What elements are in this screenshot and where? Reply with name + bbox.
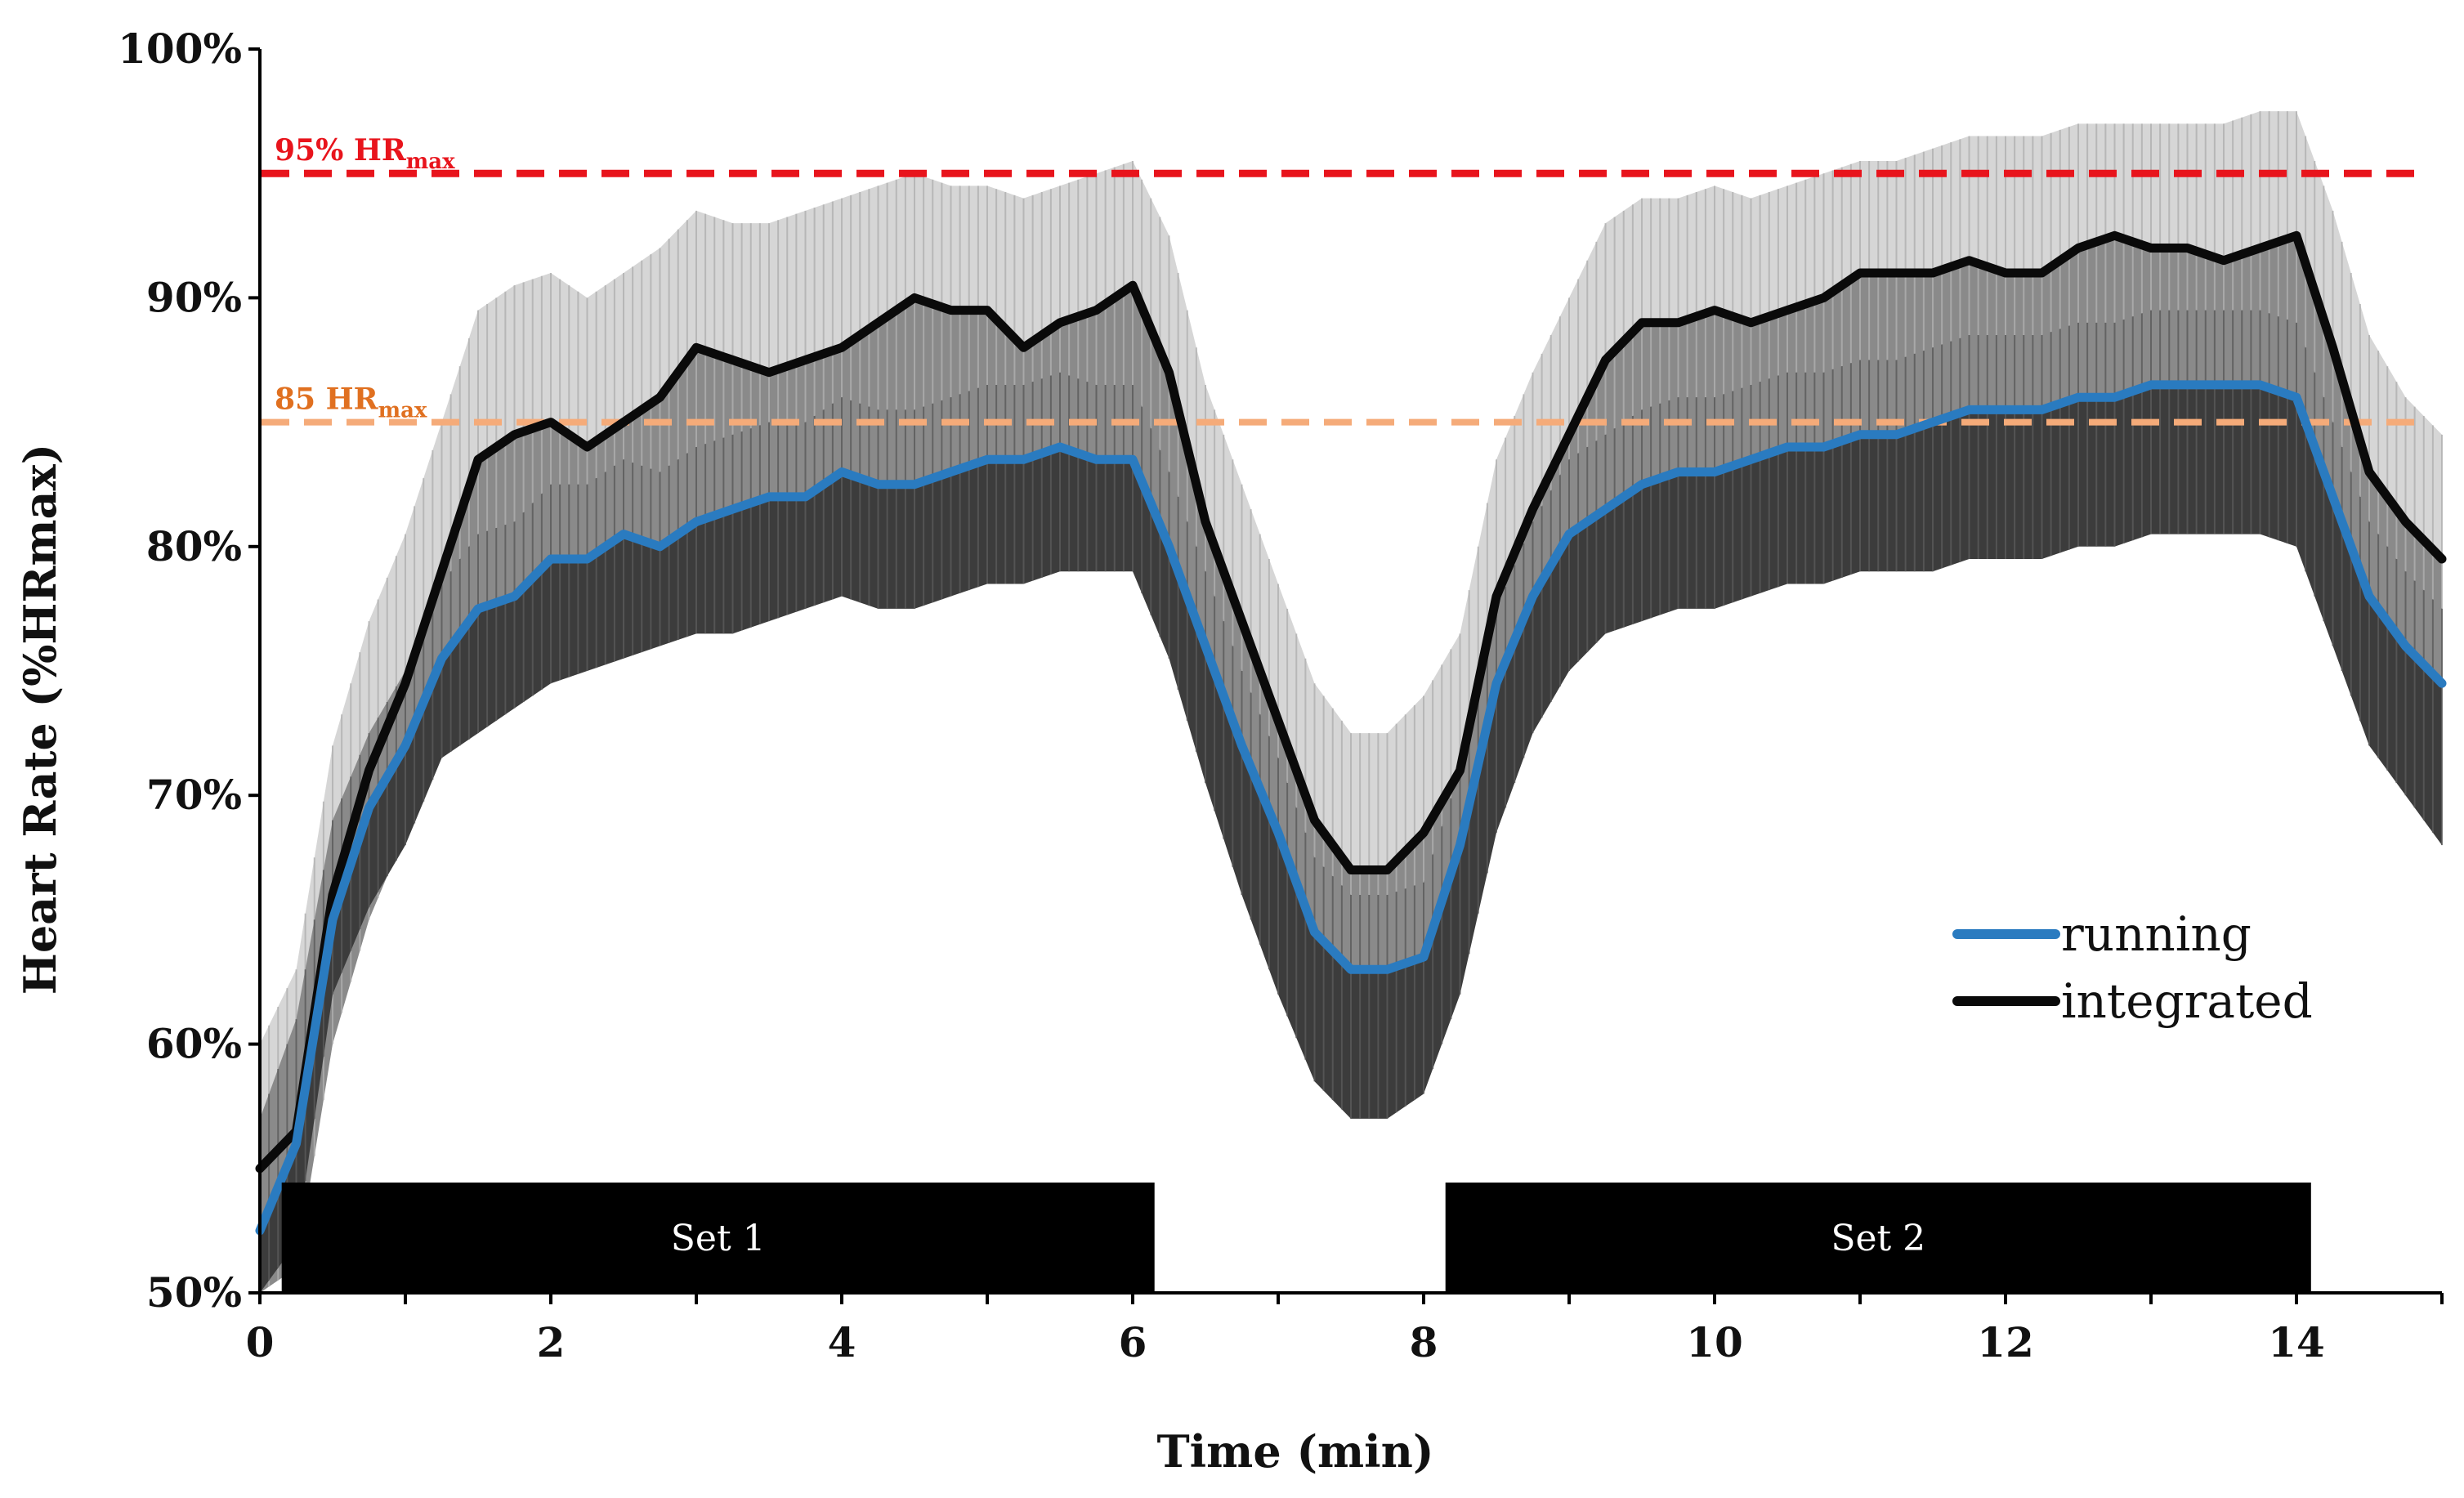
reference-label-text: 95% HR: [275, 133, 407, 168]
reference-label-85: 85 HRmax: [275, 382, 427, 423]
phase-bar-2: [1445, 1183, 2311, 1293]
running-error-band: [259, 310, 2443, 1294]
reference-label-subscript: max: [378, 399, 427, 423]
y-tick-label: 90%: [146, 273, 242, 321]
x-tick-label: 10: [1686, 1318, 1743, 1366]
series-lines: [255, 230, 2447, 1236]
x-tick-label: 2: [537, 1318, 566, 1366]
x-axis-title: Time (min): [1156, 1425, 1433, 1478]
y-tick-label: 80%: [146, 522, 242, 570]
y-tick-label: 100%: [118, 25, 242, 73]
axes: 50% 60% 70% 80% 90% 100% 0 2 4 6 8 10 12 14: [118, 25, 2444, 1366]
y-axis-title: Heart Rate (%HRmax): [14, 444, 66, 995]
phase-bars: Set 1 Set 2: [281, 1183, 2311, 1293]
reference-label-text: 85 HR: [275, 382, 379, 417]
x-tick-label: 4: [828, 1318, 856, 1366]
legend-label-running: running: [2061, 906, 2252, 962]
y-tick-label: 60%: [146, 1020, 242, 1068]
phase-bar-1: [281, 1183, 1155, 1293]
x-tick-label: 6: [1119, 1318, 1147, 1366]
x-tick-label: 14: [2268, 1318, 2325, 1366]
x-tick-label: 12: [1977, 1318, 2034, 1366]
x-tick-label: 8: [1410, 1318, 1438, 1366]
legend: running integrated: [1952, 906, 2313, 1029]
y-tick-label: 70%: [146, 771, 242, 819]
phase-bar-label: Set 2: [1831, 1218, 1925, 1259]
y-tick-label: 50%: [146, 1268, 242, 1317]
reference-label-subscript: max: [406, 150, 455, 174]
x-tick-label: 0: [246, 1318, 275, 1366]
legend-label-integrated: integrated: [2061, 973, 2313, 1029]
integrated-line: [255, 230, 2447, 1174]
running-line: [255, 380, 2447, 1236]
phase-bar-label: Set 1: [671, 1218, 766, 1259]
reference-label-95: 95% HRmax: [275, 133, 455, 174]
